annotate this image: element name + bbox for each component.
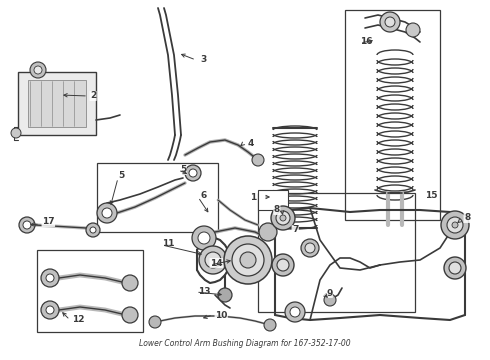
Bar [345,10,440,220]
Circle shape [301,239,319,257]
Circle shape [11,128,21,138]
Circle shape [280,215,286,221]
Bar [258,190,288,210]
Circle shape [19,217,35,233]
Text: 5: 5 [118,171,124,180]
Circle shape [185,165,201,181]
Circle shape [406,23,420,37]
Circle shape [324,294,336,306]
Text: 9: 9 [326,288,332,297]
Bar [28,80,86,127]
Circle shape [441,211,469,239]
Circle shape [305,243,315,253]
Bar [37,250,143,332]
Circle shape [264,319,276,331]
Circle shape [449,262,461,274]
Text: 8: 8 [274,206,280,215]
Circle shape [444,257,466,279]
Text: 14: 14 [210,258,222,267]
Circle shape [205,252,221,268]
Circle shape [218,288,232,302]
Circle shape [149,316,161,328]
Text: 4: 4 [248,139,254,148]
Circle shape [198,232,210,244]
Text: 2: 2 [90,91,96,100]
Text: 8: 8 [464,213,470,222]
Circle shape [447,217,463,233]
Circle shape [259,223,277,241]
Circle shape [90,227,96,233]
Text: 15: 15 [425,190,438,199]
Circle shape [232,244,264,276]
Circle shape [122,307,138,323]
Circle shape [272,254,294,276]
Circle shape [34,66,42,74]
Circle shape [276,211,290,225]
Circle shape [271,206,295,230]
Text: 12: 12 [72,315,84,324]
Text: 13: 13 [198,288,211,297]
Circle shape [30,62,46,78]
Bar [258,193,415,312]
Circle shape [97,203,117,223]
Circle shape [102,208,112,218]
Circle shape [122,275,138,291]
Circle shape [252,154,264,166]
Text: 11: 11 [162,238,174,248]
Text: 7: 7 [292,225,298,234]
Circle shape [192,226,216,250]
Text: Lower Control Arm Bushing Diagram for 167-352-17-00: Lower Control Arm Bushing Diagram for 16… [139,339,351,348]
Circle shape [41,269,59,287]
Text: 6: 6 [200,190,206,199]
Text: 3: 3 [200,55,206,64]
Text: 1: 1 [250,193,256,202]
Text: 17: 17 [42,217,54,226]
Circle shape [277,259,289,271]
Circle shape [240,252,256,268]
Circle shape [46,306,54,314]
Circle shape [380,12,400,32]
Text: 16: 16 [360,37,372,46]
Circle shape [224,236,272,284]
Circle shape [285,302,305,322]
Circle shape [23,221,31,229]
Text: 5: 5 [180,166,186,175]
Bar [18,72,96,135]
Circle shape [290,307,300,317]
Bar [97,163,218,232]
Circle shape [199,246,227,274]
Circle shape [385,17,395,27]
Circle shape [189,169,197,177]
Circle shape [86,223,100,237]
Circle shape [46,274,54,282]
Circle shape [452,222,458,228]
Circle shape [41,301,59,319]
Text: 10: 10 [215,310,227,320]
